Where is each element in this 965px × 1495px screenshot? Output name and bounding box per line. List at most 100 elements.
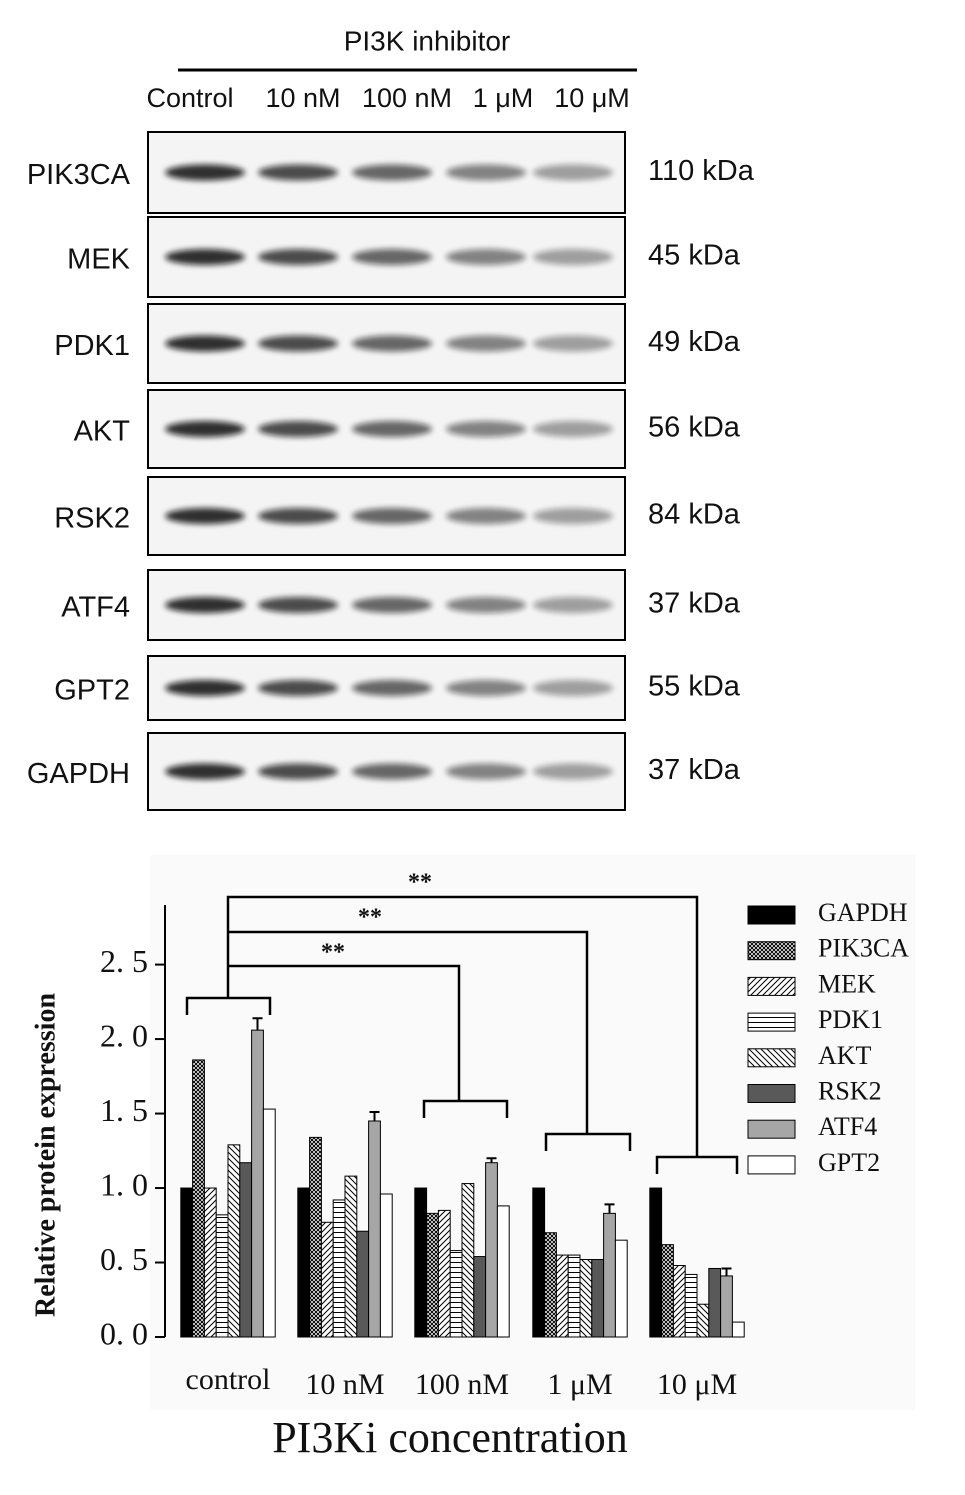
legend-label: AKT [818, 1041, 872, 1070]
band [446, 421, 526, 437]
band [533, 335, 613, 352]
bar [426, 1212, 439, 1338]
bar [555, 1254, 569, 1338]
bar [437, 1209, 451, 1338]
band [352, 421, 432, 437]
bar [215, 1214, 229, 1338]
legend-swatch [747, 905, 796, 925]
bar [614, 1239, 628, 1338]
protein-label: GAPDH [27, 758, 130, 790]
bar [332, 1199, 346, 1338]
bar [603, 1212, 616, 1338]
x-tick-label: 10 nM [305, 1368, 384, 1401]
size-label: 56 kDa [648, 412, 741, 444]
bar [251, 1029, 264, 1338]
size-label: 84 kDa [648, 499, 741, 531]
bar [192, 1059, 205, 1338]
size-label: 37 kDa [648, 754, 741, 786]
bar [579, 1259, 593, 1338]
bar [368, 1120, 381, 1338]
band [533, 421, 613, 437]
bar [414, 1187, 428, 1338]
bar [320, 1221, 334, 1338]
bar [731, 1321, 745, 1338]
significance-label: ** [321, 940, 345, 966]
bar [485, 1162, 498, 1338]
x-tick-label: 100 nM [415, 1368, 509, 1401]
bar [720, 1275, 733, 1338]
band [446, 508, 526, 524]
chart: 0. 0 0. 5 1. 0 1. 5 2. 0 2. 5 control 10 nM 100 … [100, 898, 909, 1401]
bar [227, 1144, 241, 1338]
band [352, 763, 432, 780]
band [446, 249, 526, 265]
band [165, 597, 245, 613]
bar [262, 1108, 276, 1338]
significance-brackets [185, 895, 739, 1174]
band [258, 508, 338, 524]
size-label: 49 kDa [648, 326, 741, 358]
protein-label: MEK [67, 244, 131, 276]
band [165, 421, 245, 437]
band [258, 249, 338, 265]
size-label: 37 kDa [648, 588, 741, 620]
lane-label: Control [146, 83, 233, 113]
band [352, 164, 432, 181]
size-label: 110 kDa [648, 155, 755, 187]
band [165, 763, 245, 780]
band [165, 249, 245, 265]
band [446, 164, 526, 181]
y-tick-label: 1. 5 [100, 1092, 148, 1128]
band [533, 680, 613, 696]
band [533, 164, 613, 181]
size-label: 55 kDa [648, 671, 741, 703]
band [533, 597, 613, 613]
y-tick-label: 2. 0 [100, 1017, 148, 1053]
y-axis-label: Relative protein expression [30, 993, 61, 1317]
x-tick-label: 10 μM [657, 1368, 737, 1401]
bar [344, 1175, 358, 1338]
size-label: 45 kDa [648, 240, 741, 272]
band [352, 680, 432, 696]
bar [532, 1187, 546, 1338]
protein-label: ATF4 [61, 592, 130, 624]
lane-label: 1 μM [473, 83, 534, 113]
bar [496, 1205, 510, 1338]
legend-label: GPT2 [818, 1148, 880, 1177]
error-bar [604, 1203, 615, 1214]
bar [696, 1303, 710, 1338]
blot-header: PI3K inhibitor [344, 25, 511, 56]
legend-swatch [747, 976, 796, 996]
bar [473, 1256, 487, 1338]
bar [379, 1193, 393, 1338]
bar [684, 1273, 698, 1338]
legend-swatch [747, 1119, 796, 1139]
bar [297, 1187, 311, 1338]
error-bar [721, 1267, 732, 1276]
x-axis-label: PI3Ki concentration [272, 1413, 628, 1462]
bar [544, 1232, 557, 1338]
bar [649, 1187, 663, 1338]
lane-label: 100 nM [362, 83, 452, 113]
protein-label: PDK1 [54, 330, 130, 362]
bar [180, 1187, 194, 1338]
lane-label: 10 μM [554, 83, 630, 113]
bar [239, 1162, 253, 1338]
error-bar [486, 1157, 497, 1163]
legend-swatch [747, 1084, 796, 1103]
error-bar [252, 1017, 263, 1031]
x-tick-label: control [186, 1363, 271, 1396]
band [165, 164, 245, 181]
legend-swatch [747, 1048, 796, 1068]
lane-label: 10 nM [265, 83, 340, 113]
blot: Control 10 nM 100 nM 1 μM 10 μM PIK3CA 110 kDa… [27, 83, 755, 811]
band [258, 421, 338, 437]
protein-label: PIK3CA [27, 159, 131, 191]
legend-label: MEK [818, 969, 876, 998]
y-tick-label: 1. 0 [100, 1166, 148, 1202]
band [352, 597, 432, 613]
bar [708, 1267, 722, 1338]
significance-label: ** [408, 870, 432, 896]
band [352, 508, 432, 524]
